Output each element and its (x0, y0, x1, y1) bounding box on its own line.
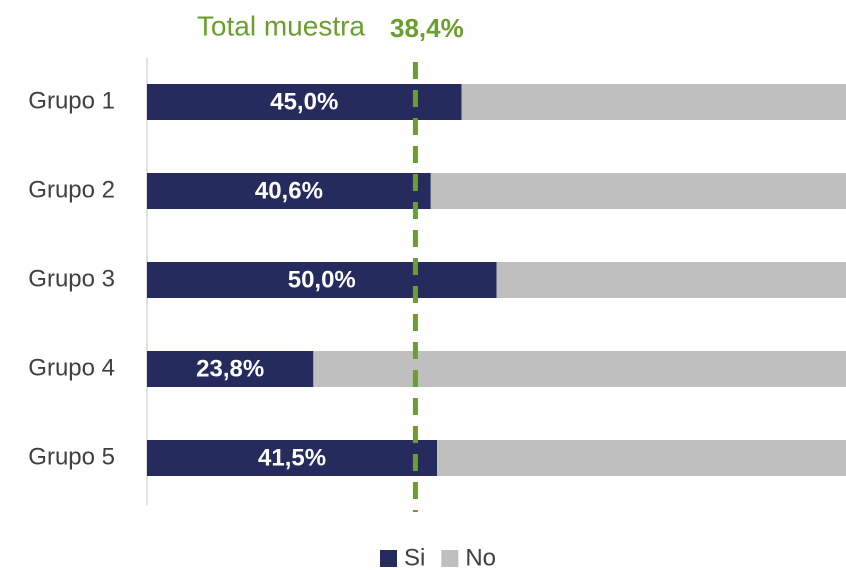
legend-swatch (380, 550, 397, 567)
category-label: Grupo 4 (28, 354, 115, 381)
bar-segment (437, 440, 846, 476)
bar-segment (313, 351, 846, 387)
reference-value-label: 38,4% (390, 13, 464, 43)
value-label: 50,0% (288, 266, 356, 293)
legend-swatch (441, 550, 459, 567)
value-label: 45,0% (270, 88, 338, 115)
reference-label: Total muestra (197, 10, 365, 41)
value-label: 40,6% (255, 177, 323, 204)
category-label: Grupo 5 (28, 443, 115, 470)
category-label: Grupo 3 (28, 265, 115, 292)
legend-label: Si (404, 544, 425, 570)
category-label: Grupo 2 (28, 176, 115, 203)
category-label: Grupo 1 (28, 87, 115, 114)
legend-label: No (465, 544, 496, 570)
value-label: 23,8% (196, 355, 264, 382)
bar-segment (147, 262, 497, 298)
bar-segment (147, 351, 314, 387)
bar-segment (430, 173, 846, 209)
value-label: 41,5% (258, 444, 326, 471)
bar-segment (461, 84, 846, 120)
bar-segment (496, 262, 846, 298)
bar-segment (147, 84, 462, 120)
bar-segment (147, 440, 438, 476)
bar-segment (147, 173, 431, 209)
